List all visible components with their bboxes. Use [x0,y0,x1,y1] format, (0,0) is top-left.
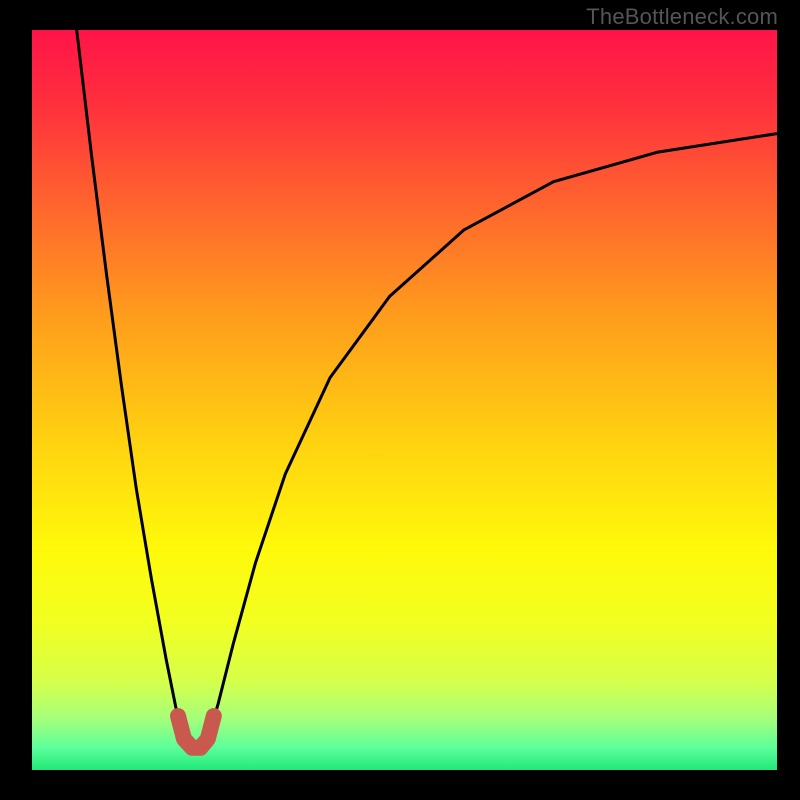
chart-background [32,30,777,770]
chart-svg [32,30,777,770]
watermark-text: TheBottleneck.com [586,4,778,30]
plot-area [32,30,777,770]
chart-container: TheBottleneck.com [0,0,800,800]
